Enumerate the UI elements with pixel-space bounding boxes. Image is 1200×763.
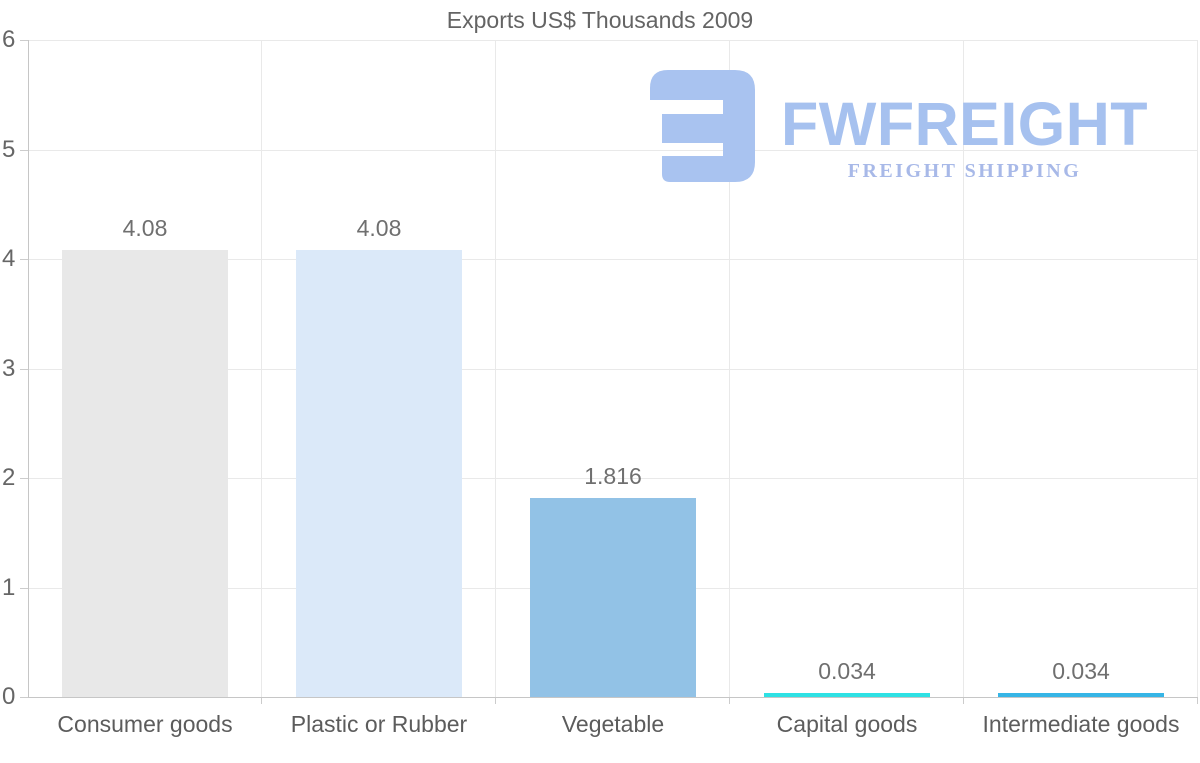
- y-gridline: [28, 40, 1198, 41]
- x-tick: [963, 697, 964, 704]
- x-category-label: Plastic or Rubber: [290, 711, 468, 737]
- bar-value-label: 1.816: [584, 463, 642, 489]
- y-tick: [20, 369, 28, 370]
- bar: [998, 693, 1164, 697]
- x-category-label: Consumer goods: [57, 711, 233, 737]
- y-tick: [20, 40, 28, 41]
- watermark-text: FWFREIGHT FREIGHT SHIPPING: [781, 94, 1148, 183]
- x-category-label: Capital goods: [776, 711, 918, 737]
- bar-value-label: 4.08: [122, 215, 168, 241]
- y-tick-label: 2: [2, 464, 16, 491]
- bar-value-label: 0.034: [818, 658, 876, 684]
- y-gridline: [28, 150, 1198, 151]
- logo-top-arm: [650, 70, 723, 100]
- bar-value-label: 4.08: [356, 215, 402, 241]
- y-axis-line: [28, 40, 29, 697]
- bar: [764, 693, 930, 697]
- logo-right-bar: [723, 70, 755, 182]
- bar-value-label: 0.034: [1052, 658, 1110, 684]
- y-tick: [20, 478, 28, 479]
- y-tick-label: 4: [2, 245, 16, 272]
- bar: [62, 250, 228, 697]
- y-tick-label: 1: [2, 574, 16, 601]
- y-tick: [20, 588, 28, 589]
- y-tick-label: 6: [2, 26, 16, 53]
- bar: [296, 250, 462, 697]
- x-tick: [261, 697, 262, 704]
- x-tick: [729, 697, 730, 704]
- logo-bottom-arm: [662, 156, 723, 182]
- y-gridline: [28, 259, 1198, 260]
- x-gridline: [963, 40, 964, 697]
- chart-title: Exports US$ Thousands 2009: [446, 7, 754, 33]
- x-gridline: [261, 40, 262, 697]
- x-gridline: [1197, 40, 1198, 697]
- y-gridline: [28, 478, 1198, 479]
- y-tick: [20, 697, 28, 698]
- bar: [530, 498, 696, 697]
- x-category-label: Intermediate goods: [982, 711, 1180, 737]
- y-tick: [20, 150, 28, 151]
- x-category-label: Vegetable: [561, 711, 665, 737]
- fwfreight-logo-icon: [650, 70, 755, 182]
- y-gridline: [28, 369, 1198, 370]
- watermark-brand: FWFREIGHT: [781, 90, 1149, 158]
- x-gridline: [495, 40, 496, 697]
- x-tick: [495, 697, 496, 704]
- x-gridline: [729, 40, 730, 697]
- logo-middle-arm: [662, 114, 723, 143]
- watermark-tagline: FREIGHT SHIPPING: [847, 160, 1082, 182]
- y-tick-label: 5: [2, 136, 16, 163]
- watermark: FWFREIGHT FREIGHT SHIPPING: [650, 70, 1148, 183]
- y-tick-label: 3: [2, 355, 16, 382]
- x-tick: [1197, 697, 1198, 704]
- y-tick-label: 0: [2, 683, 16, 710]
- y-tick: [20, 259, 28, 260]
- x-axis-line: [28, 697, 1198, 698]
